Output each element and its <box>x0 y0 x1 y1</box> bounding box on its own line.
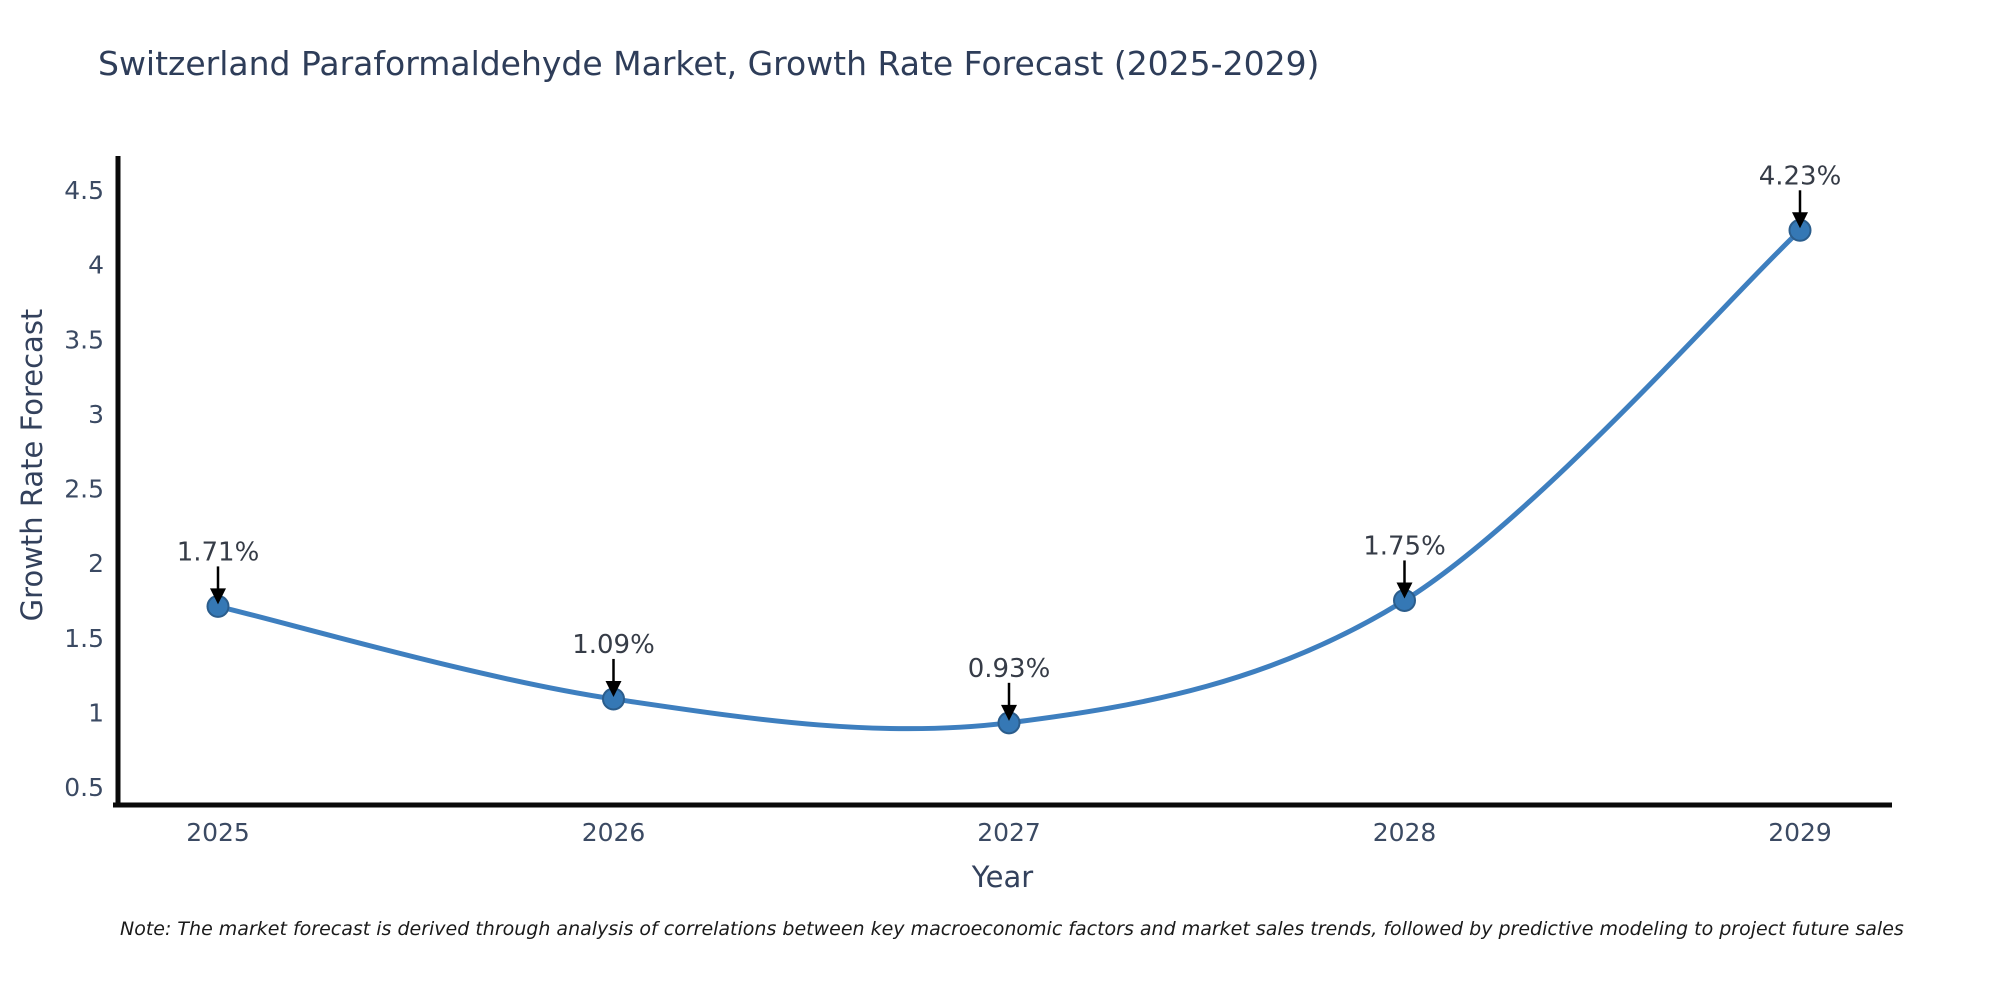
annotation-arrow-head <box>210 588 226 605</box>
data-point-annotation: 1.71% <box>177 537 260 567</box>
annotation-arrow-head <box>1792 212 1808 229</box>
y-tick-label: 0.5 <box>64 773 104 802</box>
x-tick-label: 2029 <box>1768 818 1832 847</box>
y-tick-label: 1 <box>88 698 104 727</box>
x-tick-label: 2028 <box>1373 818 1437 847</box>
footnote: Note: The market forecast is derived thr… <box>120 918 1904 940</box>
y-tick-label: 4 <box>88 251 104 280</box>
data-point-annotation: 1.09% <box>572 630 655 660</box>
x-tick-label: 2025 <box>186 818 250 847</box>
y-tick-label: 2 <box>88 549 104 578</box>
y-tick-label: 4.5 <box>64 176 104 205</box>
y-tick-label: 3.5 <box>64 325 104 354</box>
data-point-annotation: 0.93% <box>968 654 1051 684</box>
y-tick-label: 2.5 <box>64 475 104 504</box>
annotation-arrow-head <box>605 680 622 697</box>
data-point-annotation: 4.23% <box>1759 161 1842 191</box>
annotation-arrow-head <box>1001 704 1017 721</box>
data-point-annotation: 1.75% <box>1363 531 1446 561</box>
y-tick-label: 1.5 <box>64 624 104 653</box>
x-tick-label: 2027 <box>977 818 1041 847</box>
y-axis-title: Growth Rate Forecast <box>15 309 49 622</box>
series-line <box>215 227 1803 732</box>
x-tick-label: 2026 <box>582 818 646 847</box>
x-axis-title: Year <box>971 860 1033 894</box>
y-tick-label: 3 <box>88 400 104 429</box>
chart-title: Switzerland Paraformaldehyde Market, Gro… <box>98 44 1320 83</box>
annotation-arrow-head <box>1396 582 1413 599</box>
